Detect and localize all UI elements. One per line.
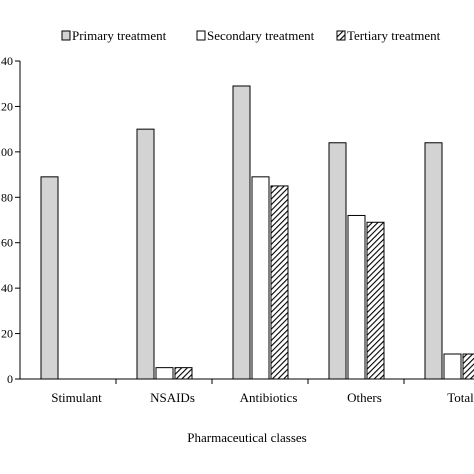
x-tick-label: NSAIDs [150,390,195,405]
y-tick-label: 120 [0,99,13,113]
legend-swatch [196,30,206,41]
legend-label: Tertiary treatment [347,28,441,43]
x-tick-label: Total [447,390,474,405]
y-tick-label: 60 [1,236,13,250]
y-tick-label: 80 [1,190,13,204]
legend-swatch [61,30,71,41]
bar-secondary-treatment-nsaids [155,367,174,380]
bar-primary-treatment-others [328,142,347,380]
y-tick-label: 140 [0,54,13,68]
legend-label: Secondary treatment [207,28,315,43]
x-tick-label: Others [347,390,382,405]
x-axis-title: Pharmaceutical classes [187,430,306,445]
bar-tertiary-treatment-others [366,221,385,380]
bar-tertiary-treatment-nsaids [174,367,193,380]
bar-secondary-treatment-others [347,214,366,380]
x-tick-label: Antibiotics [240,390,298,405]
bar-primary-treatment-nsaids [136,128,155,380]
x-tick-label: Stimulant [51,390,102,405]
bar-tertiary-treatment-total [462,353,474,380]
legend: Primary treatment Secondary treatment Tert… [61,28,441,43]
bar-primary-treatment-total [424,142,443,380]
bar-secondary-treatment-antibiotics [251,176,270,380]
y-tick-label: 20 [1,327,13,341]
bar-tertiary-treatment-antibiotics [270,185,289,380]
y-tick-label: 40 [1,281,13,295]
axes [15,60,474,384]
labels: 0 20 40 60 80 100 120 140 Stimulant NSAIDs Antibio… [0,54,474,445]
y-tick-label: 100 [0,145,13,159]
bar-primary-treatment-antibiotics [232,85,251,380]
legend-swatch [336,30,346,41]
y-tick-label: 0 [7,372,13,386]
bars [40,85,474,380]
bar-secondary-treatment-total [443,353,462,380]
bar-primary-treatment-stimulant [40,176,59,380]
legend-label: Primary treatment [72,28,167,43]
